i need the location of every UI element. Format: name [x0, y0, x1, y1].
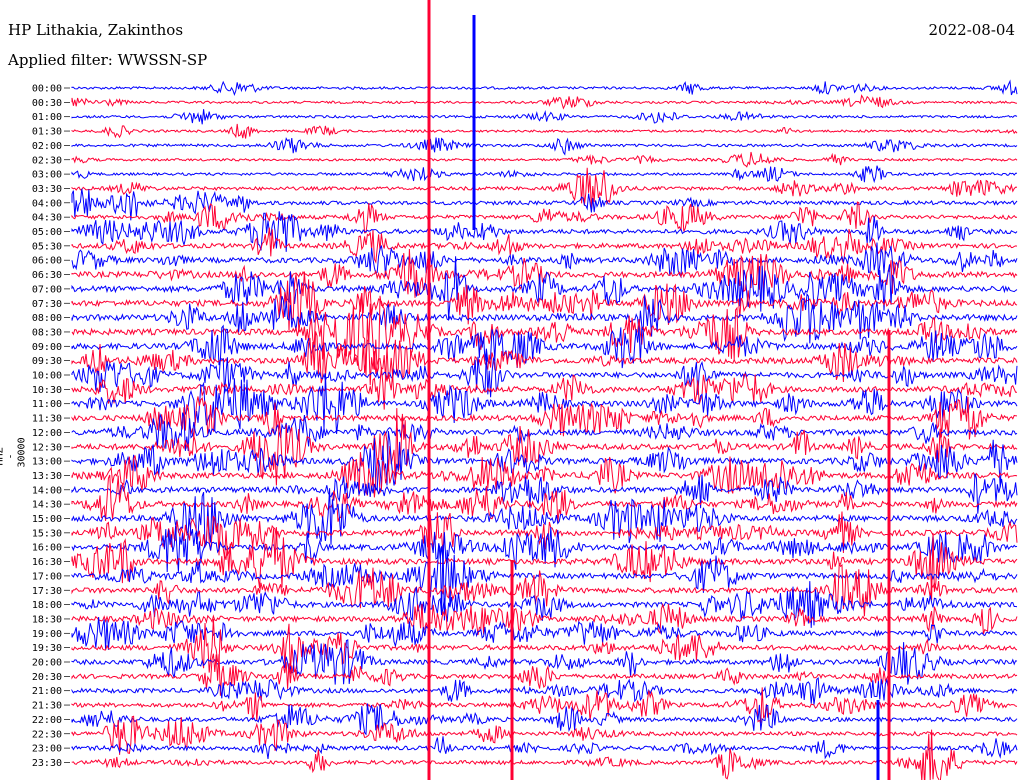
trace-line-0100 — [71, 109, 1018, 125]
row-label-0530: 05:30 — [32, 241, 62, 252]
trace-line-1400 — [71, 473, 1018, 514]
row-label-2300: 23:00 — [32, 744, 62, 755]
trace-line-2230 — [71, 715, 1018, 755]
row-label-1600: 16:00 — [32, 543, 62, 554]
row-label-0430: 04:30 — [32, 213, 62, 224]
row-label-1330: 13:30 — [32, 471, 62, 482]
row-label-1130: 11:30 — [32, 414, 62, 425]
row-label-0300: 03:00 — [32, 170, 62, 181]
trace-line-1530 — [71, 511, 1018, 559]
trace-line-0030 — [71, 94, 1018, 110]
filter-label: Applied filter: WWSSN-SP — [8, 51, 208, 69]
trace-line-1030 — [71, 367, 1017, 410]
trace-line-0330 — [71, 167, 1018, 211]
trace-line-0500 — [71, 211, 1018, 252]
trace-line-0700 — [71, 256, 1018, 320]
trace-line-2030 — [71, 653, 1018, 696]
trace-line-0130 — [71, 123, 1018, 139]
row-label-1200: 12:00 — [32, 428, 62, 439]
row-label-2100: 21:00 — [32, 686, 62, 697]
row-label-1630: 16:30 — [32, 557, 62, 568]
trace-line-1000 — [71, 351, 1018, 398]
row-label-0930: 09:30 — [32, 356, 62, 367]
trace-line-0300 — [71, 165, 1017, 184]
row-label-0630: 06:30 — [32, 270, 62, 281]
trace-line-1300 — [71, 431, 1018, 492]
trace-line-2200 — [71, 703, 1018, 736]
row-label-0400: 04:00 — [32, 198, 62, 209]
row-label-0130: 01:30 — [32, 127, 62, 138]
trace-line-2330 — [71, 729, 1018, 780]
trace-line-0600 — [71, 242, 1018, 279]
row-label-1530: 15:30 — [32, 528, 62, 539]
trace-line-1330 — [71, 452, 1018, 498]
trace-line-1430 — [71, 474, 1018, 524]
trace-line-0430 — [71, 201, 1018, 234]
trace-line-1730 — [71, 562, 1018, 617]
row-label-0030: 00:30 — [32, 98, 62, 109]
row-label-0200: 02:00 — [32, 141, 62, 152]
trace-line-1800 — [71, 581, 1018, 628]
row-label-1900: 19:00 — [32, 629, 62, 640]
row-label-0700: 07:00 — [32, 284, 62, 295]
trace-line-2300 — [71, 736, 1018, 760]
row-label-1500: 15:00 — [32, 514, 62, 525]
row-label-1930: 19:30 — [32, 643, 62, 654]
trace-line-0230 — [71, 151, 1018, 168]
trace-line-2130 — [71, 687, 1018, 724]
row-label-0800: 08:00 — [32, 313, 62, 324]
trace-line-0800 — [71, 292, 1018, 344]
row-label-0100: 01:00 — [32, 112, 62, 123]
row-label-2230: 22:30 — [32, 729, 62, 740]
trace-line-1200 — [71, 412, 1018, 452]
trace-line-1900 — [71, 617, 1018, 650]
row-label-group: 00:00 00:30 01:00 01:30 02:00 02:30 03:00 03:30… — [32, 84, 70, 769]
row-label-1800: 18:00 — [32, 600, 62, 611]
row-label-1000: 10:00 — [32, 371, 62, 382]
row-label-2130: 21:30 — [32, 701, 62, 712]
row-label-0900: 09:00 — [32, 342, 62, 353]
trace-line-0830 — [71, 293, 1018, 376]
trace-line-2100 — [71, 677, 1018, 705]
trace-line-0530 — [71, 227, 1018, 265]
row-label-0500: 05:00 — [32, 227, 62, 238]
row-label-0230: 02:30 — [32, 155, 62, 166]
row-label-2200: 22:00 — [32, 715, 62, 726]
row-label-1830: 18:30 — [32, 614, 62, 625]
row-label-0000: 00:00 — [32, 84, 62, 95]
trace-line-1500 — [71, 488, 1018, 549]
row-label-1430: 14:30 — [32, 500, 62, 511]
trace-line-1130 — [71, 396, 1018, 440]
row-label-1030: 10:30 — [32, 385, 62, 396]
row-label-1230: 12:30 — [32, 442, 62, 453]
row-label-0600: 06:00 — [32, 256, 62, 267]
trace-line-1630 — [71, 527, 1018, 601]
row-label-1700: 17:00 — [32, 571, 62, 582]
row-label-2000: 20:00 — [32, 658, 62, 669]
row-label-1400: 14:00 — [32, 485, 62, 496]
date-label: 2022-08-04 — [928, 21, 1015, 39]
row-label-1100: 11:00 — [32, 399, 62, 410]
row-label-0730: 07:30 — [32, 299, 62, 310]
row-label-0330: 03:30 — [32, 184, 62, 195]
row-label-1730: 17:30 — [32, 586, 62, 597]
trace-line-0000 — [71, 79, 1018, 96]
trace-line-0630 — [71, 248, 1018, 298]
trace-line-0930 — [71, 331, 1018, 386]
trace-line-1230 — [71, 408, 1018, 486]
trace-line-1830 — [71, 602, 1018, 636]
trace-line-1600 — [71, 518, 1018, 573]
row-label-1300: 13:00 — [32, 457, 62, 468]
row-label-2030: 20:30 — [32, 672, 62, 683]
trace-line-0200 — [71, 137, 1018, 156]
trace-line-1100 — [71, 373, 1018, 435]
row-label-0830: 08:30 — [32, 327, 62, 338]
trace-group — [71, 0, 1018, 780]
trace-line-2000 — [71, 639, 1018, 685]
trace-line-0900 — [71, 324, 1018, 369]
trace-line-1930 — [71, 618, 1018, 675]
row-label-2330: 23:30 — [32, 758, 62, 769]
station-title: HP Lithakia, Zakinthos — [8, 21, 184, 39]
